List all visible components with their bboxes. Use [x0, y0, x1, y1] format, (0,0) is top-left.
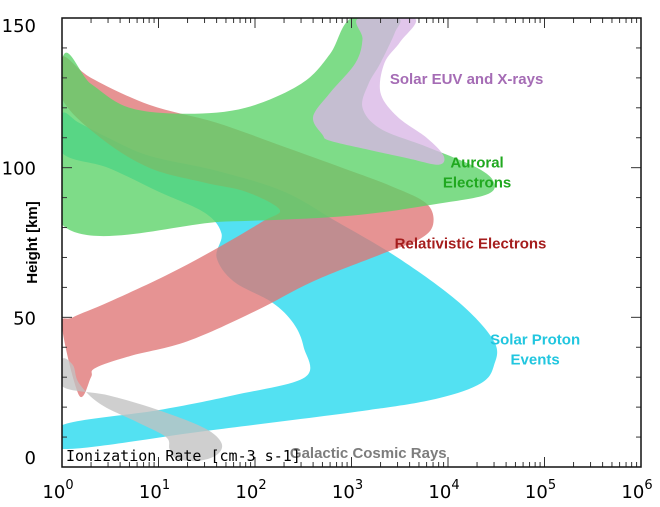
- x-tick-label: 103: [332, 478, 363, 503]
- y-tick-labels: 0 50 100 150: [2, 16, 36, 469]
- y-tick-label: 150: [2, 16, 36, 37]
- y-axis-title: Height [km]: [24, 201, 41, 284]
- x-tick-label: 101: [139, 478, 170, 503]
- label-galactic-cosmic-rays: Galactic Cosmic Rays: [290, 445, 447, 462]
- label-solar-proton-events: Solar Proton Events: [490, 331, 580, 368]
- plot-frame: [61, 17, 642, 468]
- band-galactic-cosmic-rays: [62, 358, 223, 462]
- y-tick-label: 50: [13, 308, 36, 329]
- x-tick-labels: 100 101 102 103 104 105 106: [42, 478, 652, 503]
- x-axis-title: Ionization Rate [cm-3 s-1]: [66, 447, 301, 465]
- y-tick-label: 0: [25, 448, 36, 469]
- x-tick-label: 100: [42, 478, 73, 503]
- x-tick-label: 106: [621, 478, 652, 503]
- label-relativistic-electrons: Relativistic Electrons: [395, 235, 547, 252]
- band-solar-euv-and-x-rays: [313, 18, 445, 165]
- x-tick-label: 102: [235, 478, 266, 503]
- series-labels: Solar Proton Events Relativistic Electrons…: [290, 71, 580, 462]
- band-auroral-electrons: [62, 18, 495, 236]
- x-tick-label: 104: [428, 478, 459, 503]
- bands-layer: [62, 18, 498, 462]
- label-solar-euv-and-x-rays: Solar EUV and X-rays: [390, 71, 543, 88]
- x-tick-label: 105: [525, 478, 556, 503]
- y-tick-label: 100: [2, 159, 36, 180]
- label-auroral-electrons: Auroral Electrons: [443, 155, 511, 192]
